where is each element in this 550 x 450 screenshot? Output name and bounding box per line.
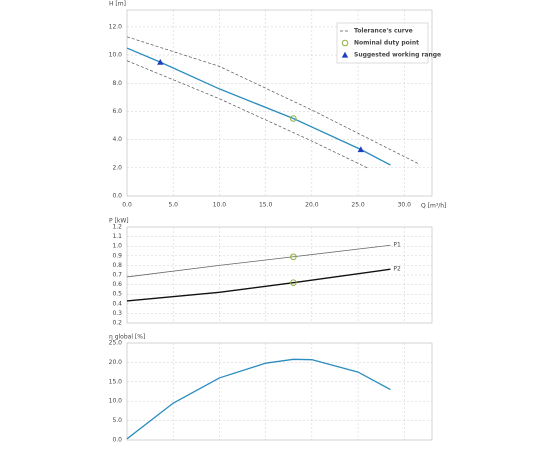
curve (126, 244, 391, 278)
marker (290, 279, 297, 286)
y-tick-label: 1.0 (112, 243, 122, 250)
y-tick-label: 10.0 (109, 52, 123, 59)
y-tick-label: 8.0 (112, 80, 122, 87)
y-tick-label: 0.4 (112, 300, 122, 307)
y-tick-label: 0.5 (112, 291, 122, 298)
legend-label: Tolerance's curve (354, 28, 413, 35)
y-tick-label: 10.0 (109, 398, 123, 405)
y-tick-label: 4.0 (112, 136, 122, 143)
y-tick-label: 0.6 (112, 281, 122, 288)
y-tick-label: 5.0 (112, 417, 122, 424)
y-tick-label: 0.2 (112, 320, 122, 327)
y-tick-label: 0.9 (112, 252, 122, 259)
y-tick-label: 25.0 (109, 340, 123, 347)
marker (290, 253, 297, 261)
x-tick-label: 30.0 (398, 202, 412, 209)
y-tick-label: 0.3 (112, 310, 122, 317)
x-tick-label: 20.0 (305, 202, 319, 209)
curve (126, 60, 368, 169)
y-tick-label: 0.0 (112, 437, 122, 444)
marker (357, 146, 365, 153)
series-label: P1 (393, 242, 401, 249)
x-tick-label: 25.0 (351, 202, 365, 209)
y-tick-label: 1.2 (112, 224, 122, 231)
y-axis-label: P [kW] (109, 218, 129, 225)
y-tick-label: 1.1 (112, 233, 122, 240)
y-tick-label: 6.0 (112, 108, 122, 115)
y-axis-label: H [m] (109, 1, 126, 8)
curve (126, 268, 391, 302)
marker (290, 115, 297, 122)
legend-box (336, 22, 429, 64)
x-axis-label: Q [m³/h] (421, 203, 446, 210)
legend-label: Nominal duty point (354, 40, 419, 47)
curve (126, 47, 391, 166)
x-tick-label: 5.0 (168, 202, 178, 209)
x-tick-label: 0.0 (122, 202, 132, 209)
x-tick-label: 15.0 (259, 202, 273, 209)
y-tick-label: 0.8 (112, 262, 122, 269)
y-tick-label: 2.0 (112, 164, 122, 171)
y-axis-label: η global [%] (109, 334, 145, 341)
curve (126, 358, 391, 440)
y-tick-label: 20.0 (109, 359, 123, 366)
marker (157, 58, 164, 65)
x-tick-label: 10.0 (213, 202, 227, 209)
y-tick-label: 12.0 (109, 23, 123, 30)
y-tick-label: 15.0 (109, 378, 123, 385)
legend-symbol (341, 51, 349, 58)
plot-area (126, 342, 433, 441)
y-tick-label: 0.7 (112, 272, 122, 279)
y-tick-label: 0.0 (112, 193, 122, 200)
series-label: P2 (393, 266, 401, 273)
legend-label: Suggested working range (354, 52, 441, 59)
legend-symbol (341, 39, 349, 47)
